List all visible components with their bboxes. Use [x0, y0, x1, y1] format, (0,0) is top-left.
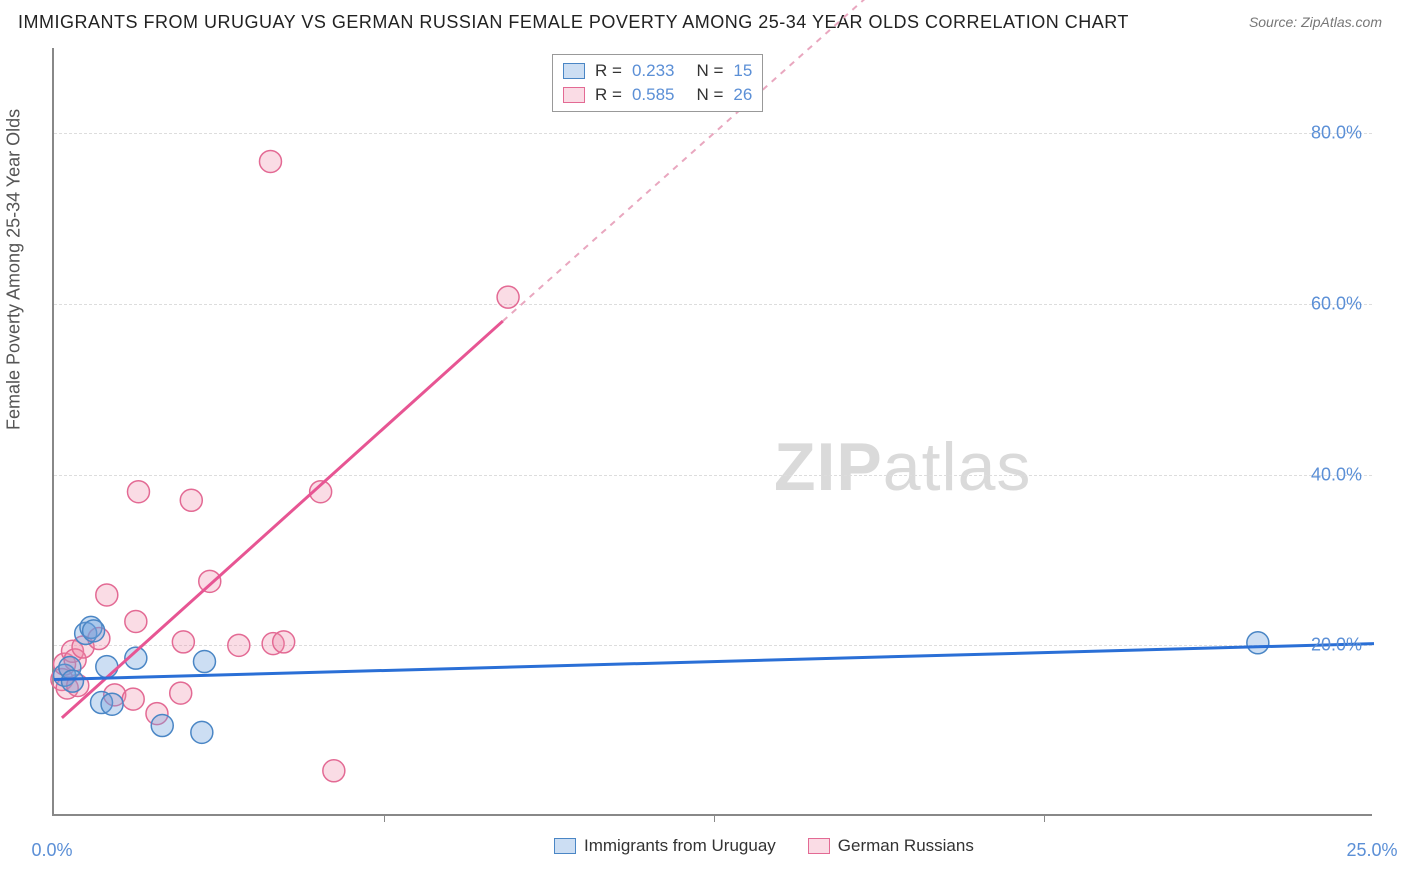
- data-point: [180, 489, 202, 511]
- data-point: [96, 584, 118, 606]
- x-tick: [384, 814, 385, 822]
- legend-r-label: R =: [595, 59, 622, 83]
- legend-n-label: N =: [696, 59, 723, 83]
- swatch-blue-icon: [554, 838, 576, 854]
- y-axis-label: Female Poverty Among 25-34 Year Olds: [4, 109, 25, 430]
- y-tick-label: 80.0%: [1311, 123, 1362, 144]
- legend-pink-label: German Russians: [838, 836, 974, 856]
- y-tick-label: 60.0%: [1311, 294, 1362, 315]
- data-point: [323, 760, 345, 782]
- swatch-pink-icon: [563, 87, 585, 103]
- y-tick-label: 40.0%: [1311, 464, 1362, 485]
- data-point: [101, 693, 123, 715]
- chart-source: Source: ZipAtlas.com: [1249, 14, 1382, 30]
- x-tick: [1044, 814, 1045, 822]
- data-point: [193, 651, 215, 673]
- legend-series: Immigrants from Uruguay German Russians: [554, 836, 974, 856]
- data-point: [497, 286, 519, 308]
- data-point: [1247, 632, 1269, 654]
- data-point: [61, 670, 83, 692]
- data-point: [83, 620, 105, 642]
- data-point: [191, 721, 213, 743]
- y-tick-label: 20.0%: [1311, 635, 1362, 656]
- legend-correlation: R = 0.233 N = 15 R = 0.585 N = 26: [552, 54, 763, 112]
- legend-pink-r: 0.585: [632, 83, 675, 107]
- legend-pink-n: 26: [733, 83, 752, 107]
- chart-svg: [54, 48, 1372, 814]
- data-point: [172, 631, 194, 653]
- legend-n-label: N =: [696, 83, 723, 107]
- data-point: [151, 715, 173, 737]
- legend-r-label: R =: [595, 83, 622, 107]
- data-point: [122, 688, 144, 710]
- data-point: [259, 150, 281, 172]
- data-point: [96, 656, 118, 678]
- legend-blue-label: Immigrants from Uruguay: [584, 836, 776, 856]
- data-point: [228, 634, 250, 656]
- x-tick-label: 25.0%: [1346, 840, 1397, 861]
- chart-title: IMMIGRANTS FROM URUGUAY VS GERMAN RUSSIA…: [18, 12, 1129, 33]
- plot-area: ZIPatlas R = 0.233 N = 15 R = 0.585 N = …: [52, 48, 1372, 816]
- x-tick-label: 0.0%: [31, 840, 72, 861]
- x-tick: [714, 814, 715, 822]
- legend-item-pink: German Russians: [808, 836, 974, 856]
- legend-item-blue: Immigrants from Uruguay: [554, 836, 776, 856]
- data-point: [199, 570, 221, 592]
- legend-blue-n: 15: [733, 59, 752, 83]
- data-point: [125, 610, 147, 632]
- data-point: [127, 481, 149, 503]
- data-point: [170, 682, 192, 704]
- data-point: [273, 631, 295, 653]
- legend-row-pink: R = 0.585 N = 26: [563, 83, 752, 107]
- legend-row-blue: R = 0.233 N = 15: [563, 59, 752, 83]
- swatch-pink-icon: [808, 838, 830, 854]
- legend-blue-r: 0.233: [632, 59, 675, 83]
- swatch-blue-icon: [563, 63, 585, 79]
